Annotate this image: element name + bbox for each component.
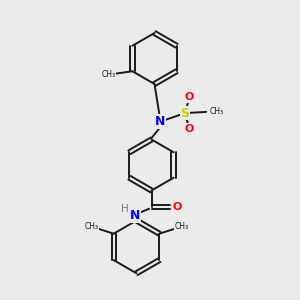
Text: CH₃: CH₃	[175, 222, 189, 231]
Text: H: H	[121, 204, 128, 214]
Text: N: N	[155, 115, 166, 128]
Text: CH₃: CH₃	[84, 222, 98, 231]
Text: O: O	[172, 202, 182, 212]
Text: O: O	[184, 124, 194, 134]
Text: O: O	[184, 92, 194, 103]
Text: CH₃: CH₃	[102, 70, 116, 79]
Text: S: S	[181, 106, 190, 120]
Text: CH₃: CH₃	[209, 107, 224, 116]
Text: N: N	[130, 209, 140, 222]
